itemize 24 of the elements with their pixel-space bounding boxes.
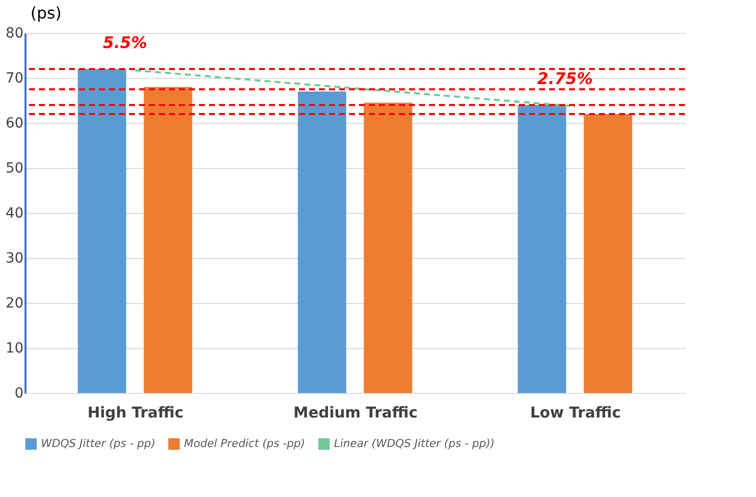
y-axis-title: (ps) [30, 4, 62, 22]
bar [144, 87, 192, 393]
y-tick-label: 0 [14, 386, 24, 402]
legend-label: Linear (WDQS Jitter (ps - pp)) [334, 437, 495, 450]
x-tick-label: High Traffic [87, 404, 184, 422]
bar [298, 92, 346, 393]
y-tick-label: 70 [6, 70, 24, 86]
annotation: 5.5% [102, 33, 148, 52]
bar [584, 114, 632, 393]
y-tick-label: 80 [6, 26, 24, 42]
y-tick-label: 10 [6, 340, 24, 356]
bar [78, 69, 126, 393]
legend-label: Model Predict (ps -pp) [184, 437, 306, 450]
y-tick-label: 50 [6, 160, 24, 176]
bar [518, 105, 566, 393]
bar [364, 102, 412, 393]
y-tick-label: 30 [6, 250, 24, 266]
x-tick-label: Medium Traffic [293, 404, 418, 422]
y-tick-label: 60 [6, 116, 24, 132]
x-tick-label: Low Traffic [530, 404, 621, 422]
legend-label: WDQS Jitter (ps - pp) [41, 437, 156, 450]
y-tick-label: 20 [6, 296, 24, 312]
y-tick-label: 40 [6, 206, 24, 222]
annotation: 2.75% [537, 69, 593, 88]
